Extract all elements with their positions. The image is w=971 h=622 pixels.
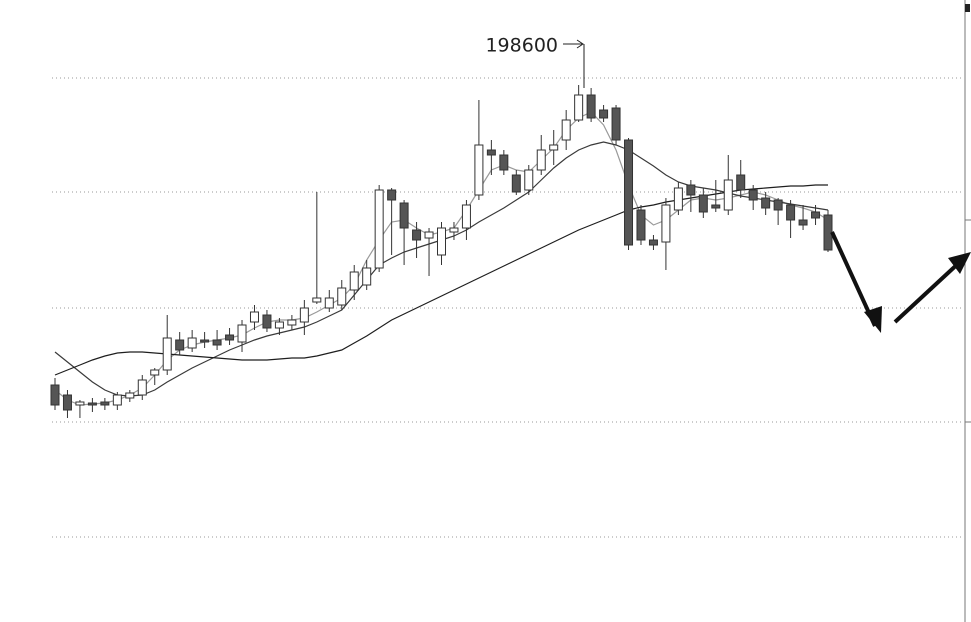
candle-body bbox=[237, 324, 247, 343]
candle-body bbox=[299, 307, 309, 323]
candle-body bbox=[62, 394, 72, 411]
candle-body bbox=[511, 174, 521, 193]
candle-body bbox=[811, 211, 821, 219]
candle-body bbox=[486, 149, 496, 156]
candle-body bbox=[574, 94, 584, 121]
candle-body bbox=[823, 214, 833, 251]
candle-body bbox=[225, 334, 235, 341]
candle-body bbox=[249, 311, 259, 323]
candle-body bbox=[736, 174, 746, 191]
candle-body bbox=[287, 319, 297, 326]
candle-body bbox=[461, 204, 471, 229]
candle-body bbox=[723, 179, 733, 211]
grid bbox=[52, 77, 962, 538]
candle-body bbox=[611, 107, 621, 141]
candle-body bbox=[761, 197, 771, 209]
candle-body bbox=[424, 231, 434, 239]
candle-body bbox=[399, 202, 409, 229]
candle-body bbox=[262, 314, 272, 329]
candle-body bbox=[137, 379, 147, 396]
candle-body bbox=[50, 384, 60, 406]
candle-body bbox=[536, 149, 546, 171]
candle-body bbox=[387, 189, 397, 201]
annotation: 198600 bbox=[485, 35, 558, 57]
candle-body bbox=[349, 271, 359, 291]
arrow-down bbox=[830, 231, 877, 327]
candle-body bbox=[362, 267, 372, 286]
arrow-up bbox=[893, 258, 964, 324]
marks bbox=[50, 85, 833, 418]
candle-body bbox=[312, 297, 322, 303]
candle-body bbox=[798, 219, 808, 226]
candle-body bbox=[549, 144, 559, 151]
candle-body bbox=[773, 199, 783, 211]
candle-body bbox=[673, 187, 683, 211]
candle-body bbox=[125, 392, 135, 399]
candle-body bbox=[786, 204, 796, 221]
candle-body bbox=[412, 229, 422, 241]
corner-mark bbox=[965, 4, 970, 12]
candle-body bbox=[87, 402, 97, 406]
candle-body bbox=[711, 204, 721, 209]
candle-body bbox=[474, 144, 484, 196]
candle-body bbox=[112, 394, 122, 406]
candle-body bbox=[162, 337, 172, 371]
candle-body bbox=[200, 339, 210, 343]
candle-body bbox=[648, 239, 658, 246]
annotation-arrow bbox=[563, 39, 585, 88]
candle-body bbox=[100, 401, 110, 406]
candle-body bbox=[748, 189, 758, 201]
candle-body bbox=[624, 139, 634, 246]
candle-body bbox=[561, 119, 571, 141]
candle-body bbox=[175, 339, 185, 351]
candle-body bbox=[212, 339, 222, 346]
candle-body bbox=[636, 209, 646, 241]
candle-body bbox=[150, 369, 160, 376]
arrow-head bbox=[864, 306, 882, 333]
candle-body bbox=[274, 321, 284, 329]
candle-body bbox=[324, 297, 334, 309]
candle-body bbox=[698, 194, 708, 213]
candle-body bbox=[499, 154, 509, 171]
candle-body bbox=[661, 204, 671, 243]
arrow-head bbox=[948, 252, 971, 274]
candle-body bbox=[686, 184, 696, 196]
candle-body bbox=[374, 189, 384, 269]
candle-body bbox=[75, 401, 85, 406]
candle-body bbox=[524, 169, 534, 191]
candle-body bbox=[586, 94, 596, 119]
candle-body bbox=[187, 337, 197, 349]
candle-body bbox=[337, 287, 347, 306]
candle-body bbox=[599, 109, 609, 119]
candle-body bbox=[449, 227, 459, 233]
candle-body bbox=[437, 227, 446, 256]
